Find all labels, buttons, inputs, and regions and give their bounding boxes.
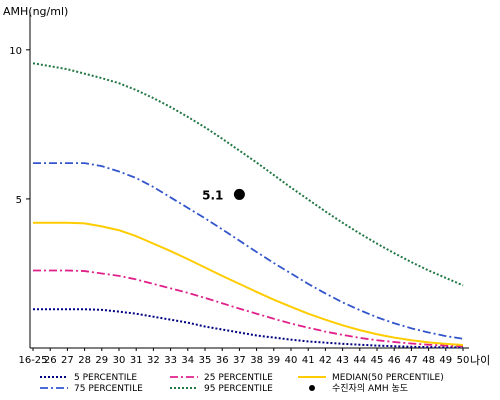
x-tick-label: 31 xyxy=(130,355,143,366)
x-tick-label: 35 xyxy=(199,355,212,366)
x-tick-label: 26 xyxy=(44,355,57,366)
series-line-4 xyxy=(33,162,464,340)
legend-point-label: 수진자의 AMH 농도 xyxy=(332,383,408,394)
x-tick-label: 27 xyxy=(61,355,74,366)
legend-label-4: 75 PERCENTILE xyxy=(74,384,143,394)
series-line-2 xyxy=(33,269,464,348)
x-tick-label: 47 xyxy=(405,355,418,366)
series-line-1 xyxy=(33,308,463,349)
legend-label-3: MEDIAN(50 PERCENTILE) xyxy=(332,373,444,383)
y-tick-label: 10 xyxy=(9,46,22,57)
legend-label-2: 25 PERCENTILE xyxy=(204,373,273,383)
legend-label-1: 5 PERCENTILE xyxy=(74,373,137,383)
x-tick-label: 43 xyxy=(336,355,349,366)
x-tick-label: 44 xyxy=(353,355,366,366)
x-tick-label: 41 xyxy=(302,355,315,366)
patient-amh-value-label: 5.1 xyxy=(202,188,223,202)
x-tick-label: 32 xyxy=(147,355,160,366)
y-tick-label: 5 xyxy=(16,195,22,206)
patient-amh-point xyxy=(233,188,245,200)
x-tick-label: 29 xyxy=(95,355,108,366)
x-tick-label: 28 xyxy=(78,355,91,366)
x-axis-title: 나이 xyxy=(470,354,490,367)
x-tick-label: 40 xyxy=(285,355,298,366)
legend-point-marker xyxy=(309,385,315,391)
series-line-5 xyxy=(32,62,464,287)
x-tick-label: 42 xyxy=(319,355,332,366)
x-tick-label: 36 xyxy=(216,355,229,366)
x-tick-label: 34 xyxy=(181,355,194,366)
x-tick-label: 50 xyxy=(457,355,470,366)
x-tick-label: 39 xyxy=(267,355,280,366)
x-tick-label: 33 xyxy=(164,355,177,366)
legend-label-5: 95 PERCENTILE xyxy=(204,384,273,394)
x-tick-label: 38 xyxy=(250,355,263,366)
x-tick-label: 49 xyxy=(439,355,452,366)
x-tick-label: 48 xyxy=(422,355,435,366)
x-tick-label: 37 xyxy=(233,355,246,366)
x-tick-label: 16-25 xyxy=(18,355,47,366)
x-tick-label: 45 xyxy=(371,355,384,366)
y-axis-title: AMH(ng/ml) xyxy=(3,5,68,18)
x-tick-label: 30 xyxy=(113,355,126,366)
series-line-3 xyxy=(33,221,464,347)
x-tick-label: 46 xyxy=(388,355,401,366)
